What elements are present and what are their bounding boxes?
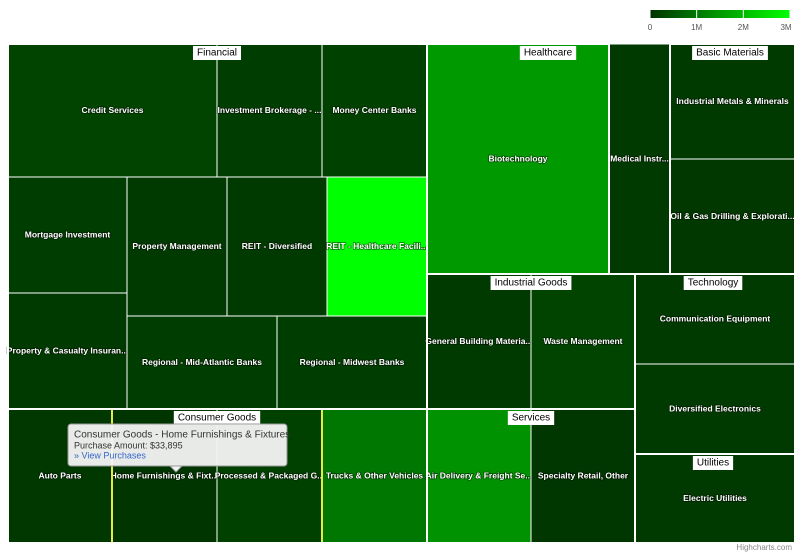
group-label: Industrial Goods xyxy=(495,278,568,289)
tooltip-link[interactable]: » View Purchases xyxy=(74,450,146,460)
group-label: Services xyxy=(512,413,550,424)
group-labels: Financial Healthcare Basic Materials Indust… xyxy=(7,43,796,544)
leaf-label: Biotechnology xyxy=(488,153,547,163)
legend-tick-label: 1M xyxy=(691,23,702,32)
group-label: Financial xyxy=(197,48,237,59)
group-label: Technology xyxy=(688,278,739,289)
leaf xyxy=(226,176,328,317)
leaf xyxy=(276,315,428,410)
leaf-label: Diversified Electronics xyxy=(669,403,761,413)
leaf-label: General Building Materia... xyxy=(425,336,532,346)
leaf-label: Investment Brokerage - ... xyxy=(218,105,322,115)
leaf-label: Processed & Packaged G... xyxy=(215,470,325,480)
leaf xyxy=(669,43,796,160)
treemap: Credit Services Investment Brokerage - ..… xyxy=(6,43,796,544)
color-legend xyxy=(650,10,790,18)
leaf xyxy=(426,408,532,544)
leaf xyxy=(7,176,128,294)
leaf-label: Air Delivery & Freight Se... xyxy=(426,470,533,480)
legend-tick-label: 0 xyxy=(648,23,653,32)
leaf-label: Home Furnishings & Fixt... xyxy=(111,470,219,480)
leaf-label: Property Management xyxy=(132,241,221,251)
group-label: Utilities xyxy=(697,458,729,469)
leaf-label: Electric Utilities xyxy=(683,493,747,503)
credits: Highcharts.com xyxy=(736,543,792,552)
group-label: Consumer Goods xyxy=(178,413,256,424)
leaf xyxy=(7,292,128,410)
leaf-label: Regional - Midwest Banks xyxy=(300,357,405,367)
leaf-label: Regional - Mid-Atlantic Banks xyxy=(142,357,262,367)
group-label: Basic Materials xyxy=(696,48,764,59)
legend-tick-label: 2M xyxy=(738,23,749,32)
leaf-label: Property & Casualty Insuran... xyxy=(7,345,128,355)
tooltip: Consumer Goods - Home Furnishings & Fixt… xyxy=(67,423,290,473)
leaf-label: Waste Management xyxy=(543,336,622,346)
leaf-label: Specialty Retail, Other xyxy=(538,470,629,480)
group-label-box xyxy=(507,411,555,425)
legend-tick-label: 3M xyxy=(780,23,791,32)
leaf-label: Trucks & Other Vehicles xyxy=(326,470,424,480)
tooltip-amount: Purchase Amount: $33,895 xyxy=(74,440,183,450)
leaf-label: Mortgage Investment xyxy=(25,229,111,239)
leaf xyxy=(530,273,636,410)
leaf-label: Auto Parts xyxy=(39,470,82,480)
tooltip-title: Consumer Goods - Home Furnishings & Fixt… xyxy=(74,430,290,441)
leaf xyxy=(126,176,228,317)
group-border xyxy=(634,453,796,544)
leaf-label: Industrial Metals & Minerals xyxy=(676,96,789,106)
group-label-box xyxy=(192,46,242,60)
group-label-box xyxy=(683,276,743,290)
leaf-label: Money Center Banks xyxy=(332,105,416,115)
leaf xyxy=(216,43,323,178)
tooltip-pointer xyxy=(168,465,184,473)
leaf xyxy=(426,273,532,410)
group-label-box xyxy=(692,46,768,60)
group-label-box xyxy=(173,411,261,425)
leaf-label: REIT - Diversified xyxy=(242,241,312,251)
leaf-label: Communication Equipment xyxy=(660,313,771,323)
leaf-label: Medical Instr... xyxy=(610,153,669,163)
group-label-box xyxy=(490,276,572,290)
leaf-label: REIT - Healthcare Facili... xyxy=(326,241,428,251)
leaf-label: Oil & Gas Drilling & Explorati... xyxy=(670,211,794,221)
group-label: Healthcare xyxy=(524,48,573,59)
leaf xyxy=(7,43,218,178)
legend-ticks: 0 1M 2M 3M xyxy=(648,10,792,32)
group-label-box xyxy=(692,456,734,470)
leaf xyxy=(669,158,796,275)
leaf-label: Credit Services xyxy=(82,105,144,115)
leaf xyxy=(608,43,671,275)
group-label-box xyxy=(519,46,577,60)
